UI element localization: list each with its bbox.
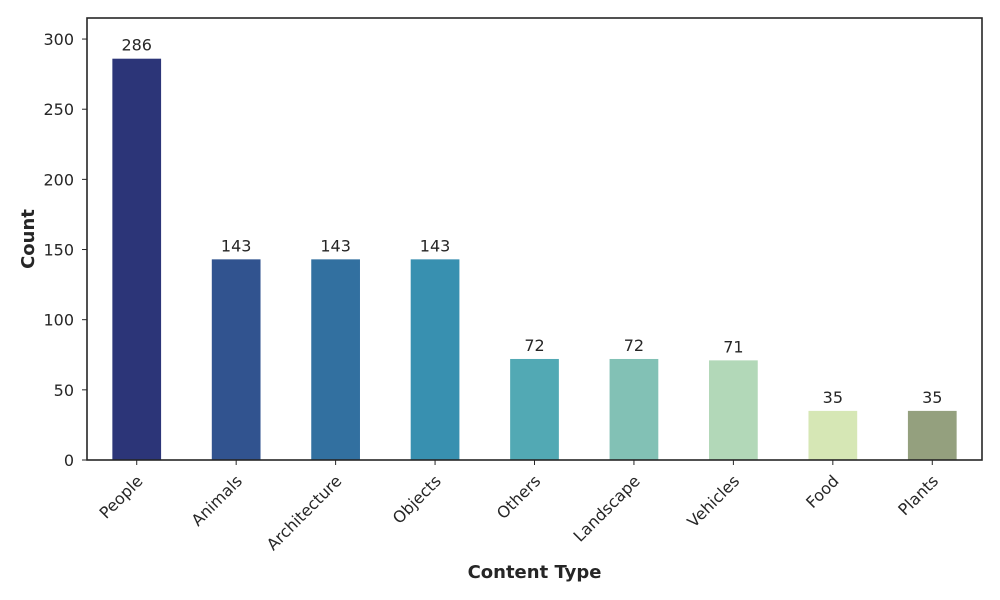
data-label-architecture: 143 bbox=[320, 236, 351, 255]
x-tick-label-others: Others bbox=[493, 471, 544, 522]
data-label-vehicles: 71 bbox=[723, 337, 743, 356]
bar-animals bbox=[211, 259, 261, 460]
bar-architecture bbox=[311, 259, 360, 460]
bars-group bbox=[112, 58, 957, 460]
bar-people bbox=[112, 58, 162, 460]
bar-others bbox=[510, 358, 559, 460]
data-label-landscape: 72 bbox=[624, 336, 644, 355]
data-label-others: 72 bbox=[524, 336, 544, 355]
x-tick-label-people: People bbox=[96, 471, 147, 522]
x-tick-label-landscape: Landscape bbox=[570, 471, 644, 545]
bar-landscape bbox=[609, 358, 659, 460]
y-tick-label-250: 250 bbox=[43, 100, 74, 119]
data-label-plants: 35 bbox=[922, 388, 942, 407]
bar-objects bbox=[410, 259, 460, 460]
bar-plants bbox=[907, 410, 957, 460]
x-tick-label-vehicles: Vehicles bbox=[683, 471, 743, 531]
y-tick-label-300: 300 bbox=[43, 30, 74, 49]
x-tick-label-plants: Plants bbox=[894, 471, 942, 519]
data-labels-group: 286 143 143 143 72 72 71 35 35 bbox=[121, 36, 942, 407]
x-tick-label-objects: Objects bbox=[389, 471, 445, 527]
x-tick-label-animals: Animals bbox=[188, 471, 246, 529]
x-tick-label-food: Food bbox=[802, 471, 843, 512]
y-tick-label-150: 150 bbox=[43, 241, 74, 260]
y-tick-label-200: 200 bbox=[43, 170, 74, 189]
x-tick-label-architecture: Architecture bbox=[263, 471, 346, 554]
x-axis-title: Content Type bbox=[468, 562, 602, 583]
data-label-objects: 143 bbox=[420, 236, 451, 255]
data-label-animals: 143 bbox=[221, 236, 252, 255]
data-label-food: 35 bbox=[823, 388, 843, 407]
y-tick-label-50: 50 bbox=[54, 381, 74, 400]
y-tick-label-100: 100 bbox=[43, 311, 74, 330]
y-axis-ticks: 0 50 100 150 200 250 300 bbox=[43, 30, 87, 470]
y-axis-title: Count bbox=[18, 209, 39, 269]
x-axis-ticks: People Animals Architecture Objects Others La… bbox=[96, 460, 942, 554]
data-label-people: 286 bbox=[121, 36, 152, 55]
bar-vehicles bbox=[709, 360, 758, 460]
plot-frame bbox=[86, 17, 983, 461]
y-tick-label-0: 0 bbox=[64, 451, 74, 470]
bar-food bbox=[808, 410, 858, 460]
